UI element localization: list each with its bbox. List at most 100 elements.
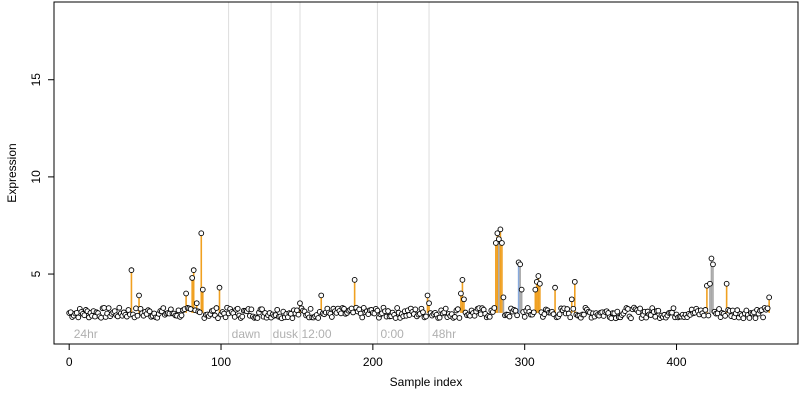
data-points — [66, 226, 773, 322]
data-point — [329, 314, 335, 320]
data-point — [374, 307, 381, 314]
region-label: 0:00 — [380, 327, 404, 341]
spike-point — [190, 267, 197, 274]
x-axis-label: Sample index — [390, 375, 463, 389]
spike-point — [571, 278, 578, 285]
data-point — [722, 312, 728, 319]
data-point — [359, 314, 366, 321]
spike-point — [351, 277, 358, 283]
data-point — [652, 313, 659, 320]
data-point — [570, 305, 577, 312]
data-point — [486, 313, 493, 320]
data-point — [274, 306, 281, 313]
data-point — [530, 309, 537, 316]
spike-point — [532, 286, 539, 293]
spike-point — [199, 286, 206, 293]
data-point — [655, 307, 662, 314]
data-point — [628, 315, 634, 322]
x-tick-label: 200 — [363, 355, 383, 369]
data-point — [295, 311, 302, 318]
data-point — [506, 313, 513, 320]
region-label: 12:00 — [301, 327, 331, 341]
data-point — [116, 304, 123, 311]
region-divider-lines — [228, 2, 430, 344]
data-point — [98, 314, 104, 321]
data-point — [567, 314, 574, 321]
data-point — [701, 312, 707, 319]
region-label: 24hr — [74, 327, 98, 341]
region-labels: 24hr dawn dusk 12:00 0:00 48hr — [74, 327, 456, 341]
data-point — [394, 305, 401, 311]
y-tick-label: 10 — [29, 170, 43, 184]
data-point — [133, 305, 139, 312]
data-point — [451, 314, 458, 320]
data-point — [702, 307, 709, 313]
data-point — [442, 305, 449, 312]
spike-point — [492, 240, 499, 246]
data-point — [734, 307, 741, 314]
data-point — [436, 314, 443, 321]
data-point — [764, 305, 771, 312]
data-point — [637, 305, 643, 312]
plot-frame — [53, 1, 799, 345]
data-point — [341, 305, 347, 312]
data-point — [315, 315, 322, 321]
spike-point — [426, 300, 432, 307]
data-point — [146, 308, 153, 315]
spike-point — [496, 236, 502, 242]
spike-point — [537, 280, 543, 287]
region-label: dusk — [273, 327, 299, 341]
data-point — [514, 312, 520, 319]
spike-point — [198, 230, 205, 237]
spike-point — [517, 261, 523, 268]
data-point — [456, 315, 463, 321]
data-point — [239, 313, 246, 320]
data-point — [231, 314, 238, 320]
data-point — [213, 305, 220, 311]
data-point — [746, 315, 753, 321]
data-point — [215, 315, 221, 322]
data-point — [254, 315, 261, 321]
spike-point — [183, 290, 189, 297]
spike-point — [424, 292, 431, 299]
data-point — [477, 311, 484, 318]
data-point — [234, 305, 241, 312]
data-point — [81, 312, 88, 319]
data-point — [740, 315, 747, 322]
data-point — [385, 308, 391, 314]
spike-point — [318, 292, 325, 299]
data-point — [705, 312, 712, 319]
data-point — [134, 312, 141, 319]
data-point — [196, 309, 203, 316]
spike-point — [497, 226, 504, 233]
spike-point — [494, 230, 501, 237]
spike-point — [297, 300, 303, 307]
data-point — [178, 312, 185, 319]
spike-point — [708, 255, 715, 262]
data-point — [752, 315, 759, 321]
data-point — [556, 311, 563, 318]
spike-point — [552, 284, 558, 291]
data-point — [338, 310, 344, 317]
data-point — [521, 313, 528, 320]
spike-point — [458, 290, 464, 297]
data-point — [160, 305, 167, 311]
region-label: dawn — [232, 327, 261, 341]
data-point — [760, 314, 766, 321]
spike-point — [461, 296, 467, 303]
spike-point — [459, 277, 466, 283]
data-point — [289, 315, 296, 322]
spike-point — [723, 280, 730, 287]
spike-point — [499, 240, 505, 246]
data-point — [105, 305, 112, 311]
data-point — [625, 306, 631, 312]
data-point — [175, 307, 182, 314]
data-point — [307, 305, 314, 312]
data-point — [423, 313, 429, 320]
data-point — [491, 305, 498, 311]
data-point — [716, 306, 722, 312]
data-point — [512, 307, 519, 314]
spike-point — [535, 273, 542, 279]
data-point — [412, 306, 419, 313]
